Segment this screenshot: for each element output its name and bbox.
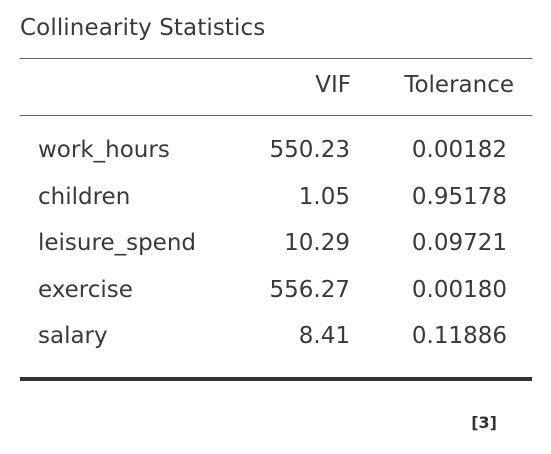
row-variable-name: salary (38, 323, 108, 349)
table-row: work_hours 550.23 0.00182 (20, 137, 532, 184)
table-header-rule (20, 115, 532, 116)
row-vif-value: 550.23 (269, 137, 350, 163)
table-body: work_hours 550.23 0.00182 children 1.05 … (20, 137, 532, 370)
table-row: exercise 556.27 0.00180 (20, 277, 532, 324)
row-tolerance-value: 0.00182 (411, 137, 507, 163)
table-row: salary 8.41 0.11886 (20, 323, 532, 370)
row-variable-name: leisure_spend (38, 230, 197, 256)
column-header-vif: VIF (315, 72, 351, 98)
row-variable-name: exercise (38, 276, 133, 303)
row-vif-value: 556.27 (269, 276, 350, 303)
row-tolerance-value: 0.95178 (411, 183, 507, 210)
row-tolerance-value: 0.00180 (411, 276, 507, 303)
row-vif-value: 1.05 (298, 183, 350, 210)
row-variable-name: work_hours (38, 137, 170, 163)
table-row: children 1.05 0.95178 (20, 184, 532, 231)
table-header-row: VIF Tolerance (20, 72, 532, 104)
table-top-rule (20, 58, 532, 59)
table-title: Collinearity Statistics (20, 15, 266, 41)
row-tolerance-value: 0.09721 (411, 230, 507, 256)
row-variable-name: children (38, 183, 131, 210)
row-vif-value: 10.29 (284, 230, 350, 256)
table-bottom-rule (20, 377, 532, 381)
row-tolerance-value: 0.11886 (411, 323, 507, 349)
row-vif-value: 8.41 (298, 323, 350, 349)
table-row: leisure_spend 10.29 0.09721 (20, 230, 532, 277)
footnote-reference: [3] (471, 413, 497, 432)
column-header-tolerance: Tolerance (404, 72, 514, 98)
